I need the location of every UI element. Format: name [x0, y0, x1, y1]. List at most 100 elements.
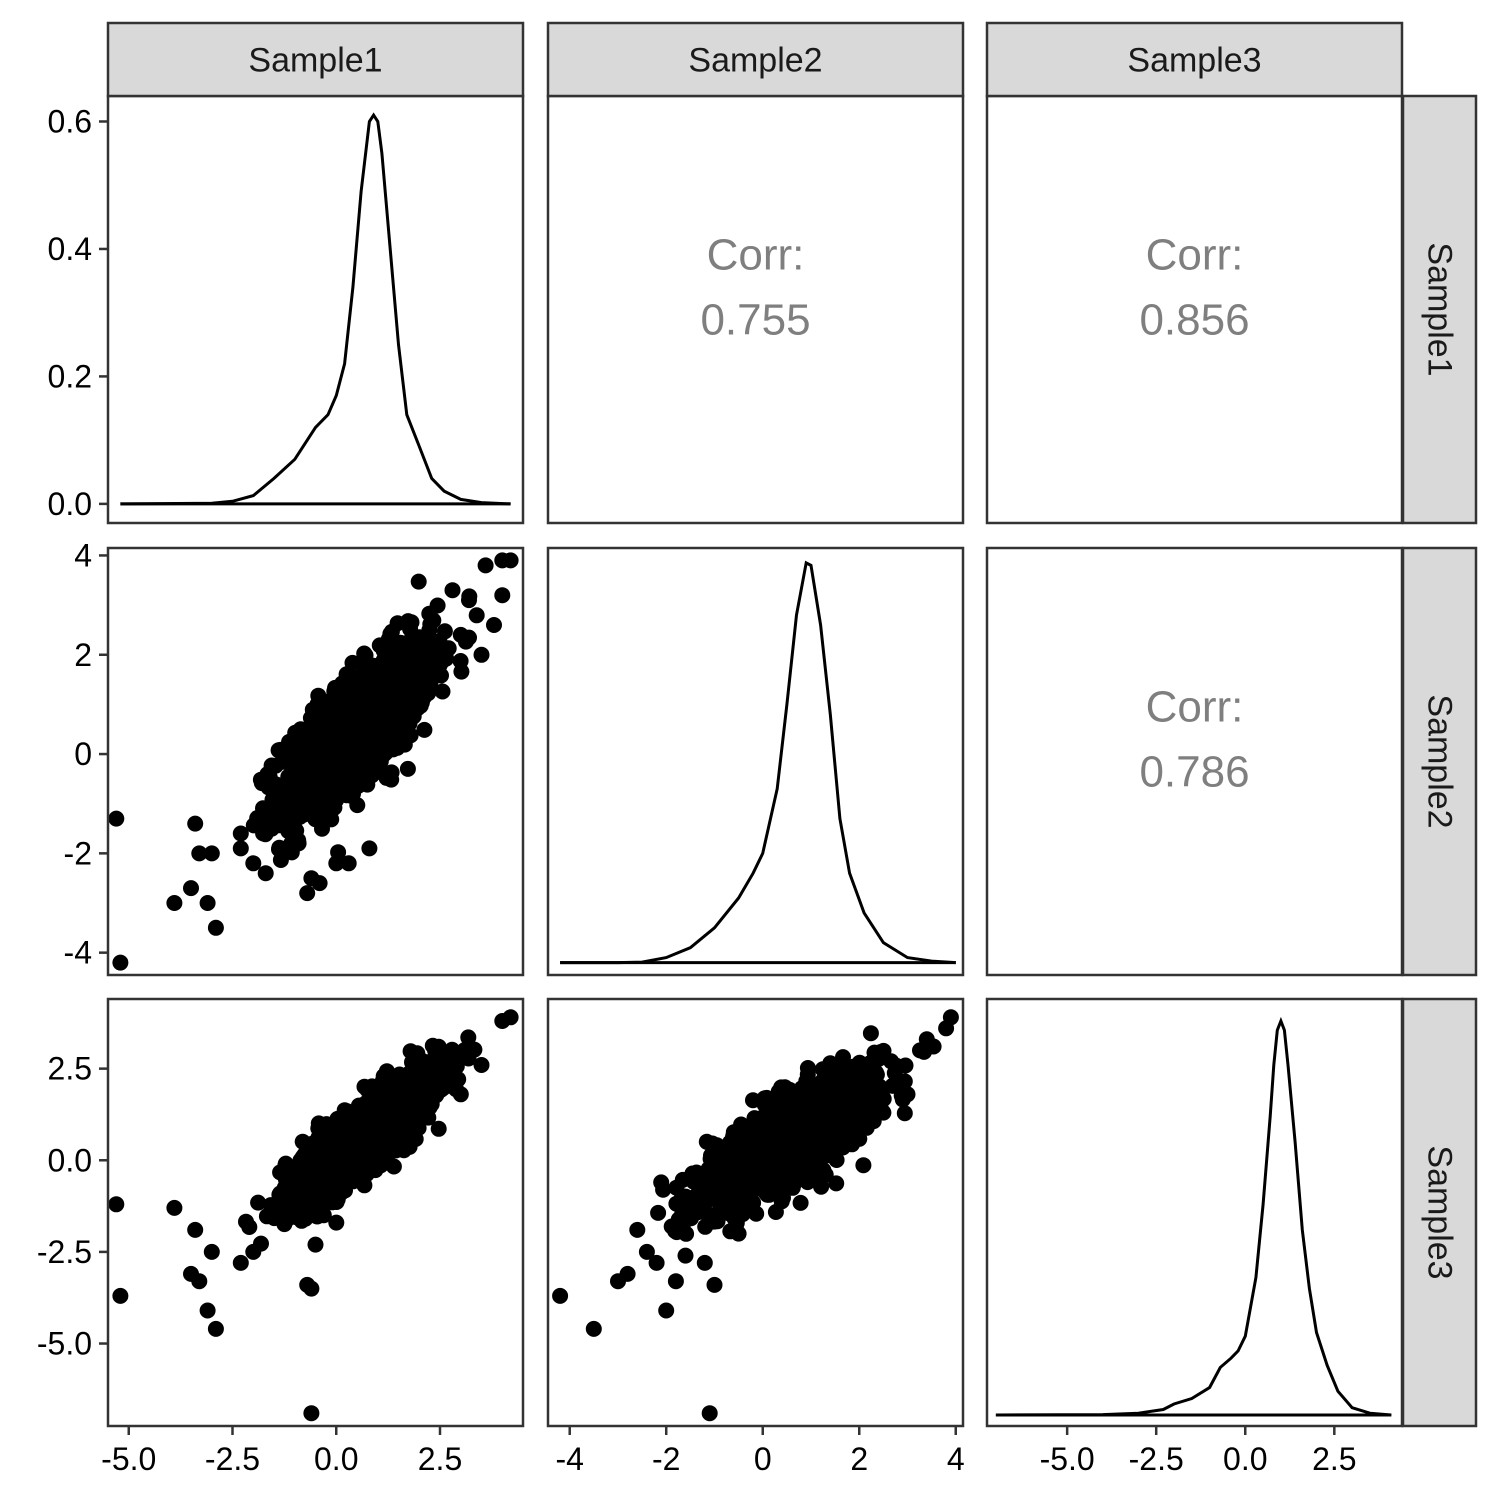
scatter-point: [768, 1101, 785, 1118]
scatter-point: [736, 1186, 753, 1203]
strip-top-label: Sample3: [1127, 42, 1261, 80]
scatter-point: [409, 700, 426, 717]
scatter-point: [410, 1120, 427, 1136]
corr-label: Corr:: [707, 231, 805, 280]
scatter-point: [386, 666, 403, 682]
panels-layer: [108, 96, 1402, 1426]
scatter-point: [356, 645, 373, 662]
corr-value: 0.755: [700, 296, 810, 345]
scatter-point: [312, 1144, 329, 1161]
scatter-point: [362, 752, 378, 769]
scatter-point: [303, 1280, 320, 1297]
panel-border: [106, 997, 525, 1428]
strip-top-label: Sample2: [688, 42, 822, 80]
scatter-point: [792, 1194, 809, 1211]
scatter-point: [232, 1254, 249, 1271]
scatter-point: [374, 1127, 391, 1144]
scatter-point: [668, 1224, 685, 1241]
scatter-point: [375, 695, 391, 712]
scatter-point: [452, 1086, 469, 1103]
scatter-point: [250, 1194, 267, 1211]
scatter-point: [369, 657, 386, 674]
panel-bg: [987, 548, 1402, 975]
density-curve-sample2: [560, 560, 956, 965]
scatter-point: [321, 1166, 338, 1183]
scatter-point: [187, 815, 204, 832]
strip-top-sample3: [985, 21, 1404, 98]
scatter-point: [335, 680, 352, 697]
scatter-point: [203, 1243, 220, 1260]
scatter-point: [875, 1104, 892, 1121]
scatter-point: [871, 1078, 888, 1095]
content-layer: Corr: 0.755 Corr: 0.856 Corr: 0.786: [108, 112, 1392, 1422]
scatter-point: [232, 840, 249, 857]
scatter-point: [798, 1073, 815, 1090]
x-tick-label: -5.0: [1040, 1441, 1095, 1477]
scatter-point: [650, 1204, 667, 1221]
scatter-point: [328, 855, 345, 872]
scatter-point: [473, 1057, 490, 1073]
scatter-point: [349, 1138, 366, 1155]
x-tick-label: 2.5: [1312, 1441, 1356, 1477]
scatter-point: [435, 1050, 452, 1067]
scatter-point: [294, 1133, 311, 1150]
strip-top-sample2: [546, 21, 965, 98]
scatter-point: [303, 1405, 320, 1422]
scatter-point: [328, 715, 345, 732]
scatter-point: [280, 801, 297, 818]
scatter-point: [444, 582, 461, 599]
scatter-point: [277, 1157, 294, 1174]
scatter-point: [888, 1057, 905, 1074]
panel-border: [546, 997, 965, 1428]
scatter-point: [187, 1221, 204, 1238]
scatter-point: [318, 798, 334, 815]
scatter-point: [199, 895, 216, 911]
scatter-point: [775, 1139, 792, 1156]
scatter-point: [318, 811, 335, 828]
scatter-point: [364, 716, 381, 732]
scatter-point: [748, 1165, 765, 1182]
x-tick-label: -2.5: [1129, 1441, 1184, 1477]
scatter-point: [191, 845, 208, 862]
scatter-point: [806, 1162, 823, 1179]
scatter-point: [899, 1086, 916, 1103]
scatter-point: [199, 1302, 216, 1319]
scatter-point: [473, 646, 490, 663]
strip-right-sample1: [1401, 94, 1478, 525]
scatter-point: [359, 1081, 376, 1098]
scatter-point: [374, 1150, 391, 1167]
scatter-point: [385, 1111, 402, 1127]
y-tick-label: 2.5: [48, 1051, 92, 1087]
axes-layer: -5.0 -2.5 0.0 2.5 -4 -2 0 2 4 -5.0 -2.5 0.0 2.5 0.0 0.…: [37, 94, 1404, 1477]
panel-bg: [548, 548, 963, 975]
scatter-point: [342, 748, 359, 765]
scatter-point: [384, 735, 401, 752]
scatter-point: [825, 1073, 842, 1090]
scatter-point: [342, 1123, 358, 1140]
scatter-point: [328, 1214, 345, 1231]
x-tick-label: 0.0: [1223, 1441, 1267, 1477]
scatter-point: [257, 865, 274, 882]
scatter-point: [667, 1273, 684, 1290]
scatter-point: [758, 1089, 775, 1106]
scatter-point: [468, 607, 485, 624]
scatter-point: [238, 1213, 254, 1230]
scatter-point: [712, 1197, 729, 1214]
scatter-point: [706, 1276, 723, 1293]
panel-border: [546, 546, 965, 977]
scatter-point: [767, 1204, 784, 1220]
scatter-point: [328, 781, 344, 798]
scatter-point: [502, 1009, 519, 1026]
x-tick-label: -5.0: [101, 1441, 156, 1477]
x-tick-label: 0.0: [314, 1441, 358, 1477]
y-tick-label: 0.2: [48, 358, 92, 394]
scatter-sample1-sample2: [108, 552, 519, 971]
scatter-point: [277, 782, 294, 799]
x-tick-label: -2: [652, 1441, 680, 1477]
scatter-point: [364, 1110, 381, 1127]
corr-value: 0.856: [1139, 296, 1249, 345]
scatter-point: [297, 1149, 314, 1166]
panel-bg: [987, 999, 1402, 1426]
scatter-point: [776, 1123, 793, 1140]
strip-right-sample2: [1401, 546, 1478, 977]
